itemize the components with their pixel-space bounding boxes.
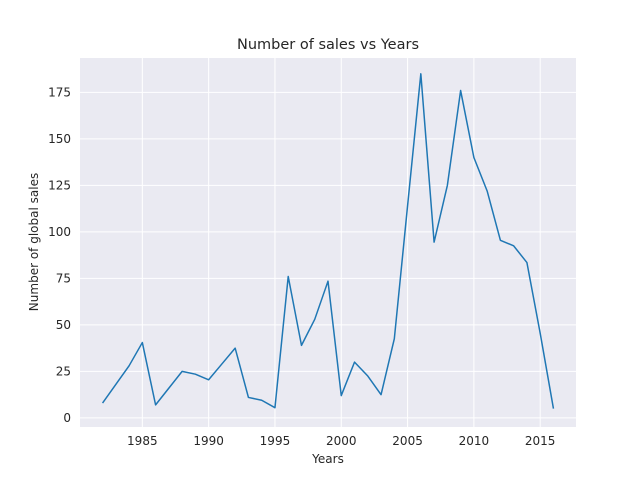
y-tick-label: 125 <box>48 178 71 192</box>
y-axis-label: Number of global sales <box>27 173 41 311</box>
y-tick-label: 50 <box>56 318 71 332</box>
x-axis-label: Years <box>311 452 344 466</box>
y-tick-label: 75 <box>56 271 71 285</box>
y-tick-label: 100 <box>48 225 71 239</box>
y-tick-label: 175 <box>48 85 71 99</box>
x-tick-label: 2000 <box>326 434 357 448</box>
x-tick-label: 2015 <box>525 434 556 448</box>
plot-background <box>80 58 576 427</box>
y-tick-label: 25 <box>56 364 71 378</box>
chart-title: Number of sales vs Years <box>237 37 419 53</box>
x-tick-label: 1995 <box>260 434 291 448</box>
series-line <box>101 73 555 409</box>
x-tick-label: 1990 <box>193 434 224 448</box>
x-tick-labels: 1985 1990 1995 2000 2005 2010 2015 <box>127 434 555 448</box>
y-tick-label: 0 <box>63 411 71 425</box>
data-marks <box>101 73 555 409</box>
x-tick-label: 2010 <box>459 434 490 448</box>
y-tick-label: 150 <box>48 132 71 146</box>
grid-lines <box>80 58 576 427</box>
x-tick-label: 2005 <box>392 434 423 448</box>
x-tick-label: 1985 <box>127 434 158 448</box>
y-tick-labels: 0 25 50 75 100 125 150 175 <box>48 85 71 424</box>
